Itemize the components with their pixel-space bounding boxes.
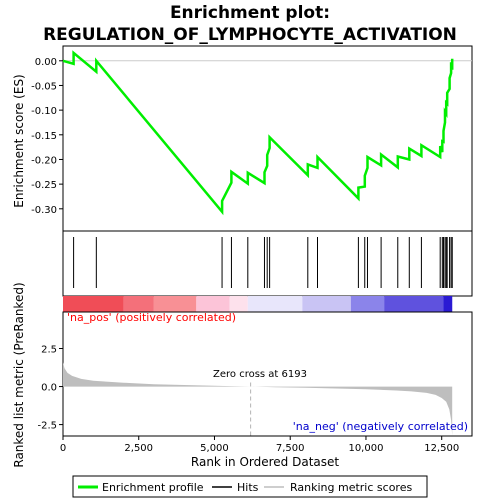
x-tick-label: 2,500: [124, 443, 153, 454]
rank-color-segment: [302, 296, 351, 312]
rank-color-segment: [153, 296, 197, 312]
x-tick-label: 10,000: [348, 443, 383, 454]
positive-correlation-label: 'na_pos' (positively correlated): [67, 311, 236, 324]
es-panel-frame: [62, 45, 473, 232]
es-y-tick-label: -0.05: [31, 81, 57, 92]
metric-y-axis-label: Ranked list metric (PreRanked): [12, 282, 26, 467]
es-y-axis-label: Enrichment score (ES): [12, 74, 26, 207]
legend-enrichment-label: Enrichment profile: [102, 481, 204, 494]
rank-color-segment: [350, 296, 385, 312]
negative-correlation-label: 'na_neg' (negatively correlated): [293, 420, 468, 433]
metric-panel-frame: [62, 311, 473, 437]
x-tick-label: 5,000: [200, 443, 229, 454]
plot-title-line1: Enrichment plot:: [170, 3, 330, 23]
x-tick-label: 0: [60, 443, 66, 454]
rank-color-segment: [123, 296, 154, 312]
es-y-tick-label: -0.20: [31, 155, 57, 166]
legend-ranking-label: Ranking metric scores: [290, 481, 412, 494]
es-y-tick-label: -0.30: [31, 205, 57, 216]
legend-box: [72, 475, 428, 498]
x-tick-label: 7,500: [276, 443, 305, 454]
legend-hits-label: Hits: [237, 481, 259, 494]
es-y-tick-label: 0.00: [35, 57, 57, 68]
x-axis-label: Rank in Ordered Dataset: [191, 455, 339, 469]
es-y-tick-label: -0.25: [31, 180, 57, 191]
metric-y-tick-label: 0.0: [41, 383, 57, 394]
rank-color-segment: [229, 296, 248, 312]
x-tick-label: 12,500: [424, 443, 459, 454]
metric-y-tick-label: -2.5: [37, 421, 57, 432]
rank-color-strip: [63, 296, 453, 312]
rank-color-segment: [247, 296, 303, 312]
plot-title-line2: REGULATION_OF_LYMPHOCYTE_ACTIVATION: [43, 25, 457, 45]
metric-y-tick-label: 2.5: [41, 345, 57, 356]
rank-color-segment: [196, 296, 230, 312]
rank-color-segment: [443, 296, 453, 312]
es-y-tick-label: -0.10: [31, 106, 57, 117]
rank-color-segment: [384, 296, 444, 312]
rank-color-segment: [63, 296, 124, 312]
zero-cross-label: Zero cross at 6193: [213, 369, 307, 380]
es-y-tick-label: -0.15: [31, 131, 57, 142]
enrichment-profile-line: [62, 50, 454, 216]
